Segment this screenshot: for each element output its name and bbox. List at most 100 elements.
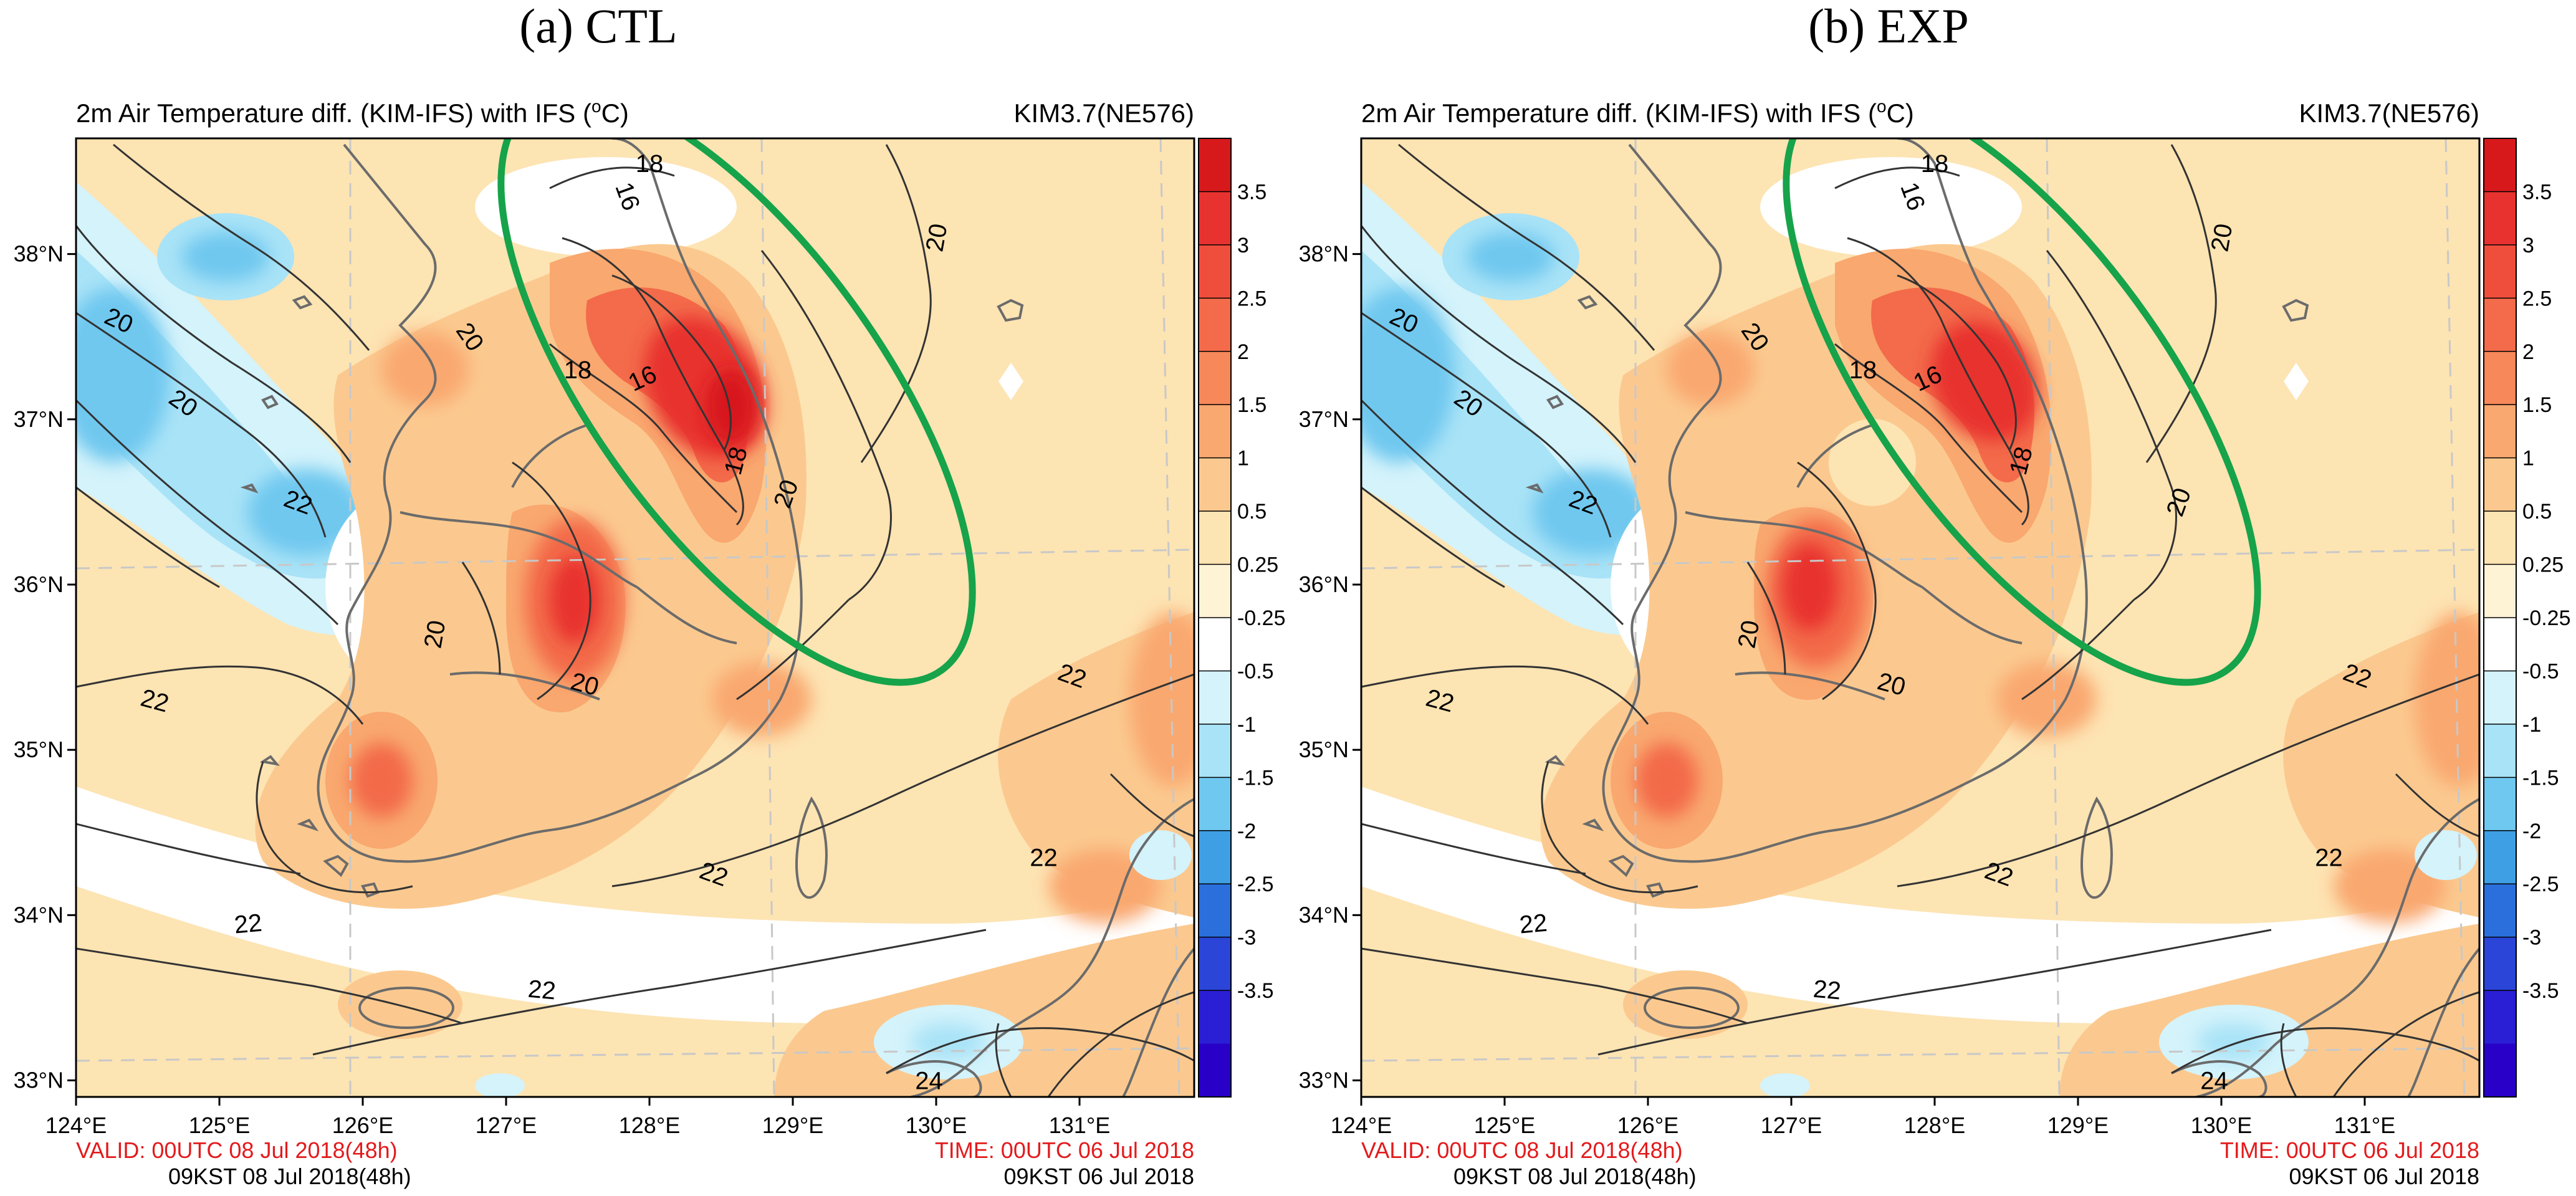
colorbar-label: -3.5	[1237, 979, 1274, 1003]
lon-tick-label: 124°E	[45, 1112, 107, 1138]
colorbar-segment	[1199, 724, 1231, 778]
contour-label: 20	[921, 222, 952, 254]
lat-tick-label: 36°N	[1299, 572, 1349, 597]
colorbar-segment	[2484, 511, 2516, 565]
lat-tick-label: 37°N	[1299, 406, 1349, 432]
lat-tick-label: 37°N	[14, 406, 64, 432]
lon-tick-label: 129°E	[762, 1112, 823, 1138]
contour-label-text: 20	[2206, 222, 2238, 254]
colorbar-segment	[1199, 618, 1231, 671]
colorbar-label: 2.5	[2522, 287, 2552, 310]
colorbar-label: 3.5	[2522, 180, 2552, 204]
contour-label-text: 20	[1733, 618, 1764, 650]
colorbar-segment	[2484, 1043, 2516, 1098]
colorbar-label: -2	[2522, 820, 2541, 843]
contour-label-text: 22	[1518, 909, 1548, 939]
colorbar-segment	[1199, 777, 1231, 831]
colorbar-segment	[2484, 777, 2516, 831]
panel-b-map-frame	[1360, 137, 2481, 1098]
panel-b-valid-kst: 09KST 08 Jul 2018(48h)	[1453, 1164, 1697, 1189]
colorbar-label: -3	[2522, 926, 2541, 950]
lon-tick-label: 130°E	[906, 1112, 967, 1138]
contour-label: 18	[564, 356, 592, 384]
contour-label: 24	[915, 1067, 943, 1094]
contour-label: 18	[636, 150, 664, 178]
lon-tick-label: 128°E	[619, 1112, 680, 1138]
colorbar-label: -0.5	[2522, 659, 2559, 683]
lon-tick-label: 127°E	[476, 1112, 537, 1138]
panel-b-init-kst: 09KST 06 Jul 2018	[2289, 1164, 2479, 1189]
colorbar-segment	[1199, 138, 1231, 192]
lon-tick-label: 128°E	[1904, 1112, 1965, 1138]
colorbar-segment	[2484, 244, 2516, 299]
colorbar-segment	[2484, 830, 2516, 884]
colorbar-label: 3	[1237, 234, 1249, 257]
contour-label: 18	[1921, 150, 1949, 178]
colorbar-label: -0.5	[1237, 659, 1274, 683]
panel-b-map-title: 2m Air Temperature diff. (KIM-IFS) with …	[1361, 97, 1914, 128]
lat-tick-label: 33°N	[14, 1067, 64, 1093]
colorbar-segment	[2484, 191, 2516, 246]
contour-label-text: 22	[1030, 844, 1058, 872]
contour-label: 22	[2315, 844, 2343, 872]
contour-label-text: 22	[527, 975, 557, 1005]
colorbar-segment	[2484, 937, 2516, 991]
colorbar-label: -1	[2522, 713, 2541, 737]
colorbar-segment	[2484, 457, 2516, 512]
panel-b-valid-time: VALID: 00UTC 08 Jul 2018(48h)	[1361, 1137, 1683, 1163]
colorbar-label: 0.25	[1237, 553, 1278, 577]
colorbar-segment	[1199, 884, 1231, 938]
colorbar-segment	[1199, 191, 1231, 246]
colorbar-label: -2.5	[2522, 873, 2559, 896]
panel-b-highlight-ellipse	[1783, 138, 2261, 686]
contour-label-text: 22	[2315, 844, 2343, 872]
contour-label: 22	[527, 975, 557, 1005]
lat-tick-label: 34°N	[1299, 902, 1349, 927]
lat-tick-label: 35°N	[1299, 737, 1349, 762]
colorbar-segment	[2484, 724, 2516, 778]
lon-tick-label: 129°E	[2047, 1112, 2109, 1138]
colorbar-segment	[2484, 138, 2516, 192]
colorbar-segment	[2484, 298, 2516, 352]
colorbar-label: 0.5	[1237, 500, 1266, 524]
colorbar-segment	[1199, 244, 1231, 299]
colorbar-segment	[2484, 351, 2516, 405]
lat-tick-label: 36°N	[14, 572, 64, 597]
contour-label-text: 24	[2200, 1067, 2228, 1094]
colorbar-segment	[1199, 671, 1231, 725]
colorbar-label: 2	[2522, 340, 2534, 364]
colorbar-label: -3	[1237, 926, 1256, 950]
colorbar-segment	[1199, 457, 1231, 512]
colorbar-segment	[2484, 564, 2516, 618]
colorbar-label: 1	[1237, 447, 1249, 471]
lon-tick-label: 124°E	[1331, 1112, 1392, 1138]
colorbar-segment	[1199, 830, 1231, 884]
contour-label-text: 22	[233, 909, 263, 939]
colorbar-segment	[1199, 937, 1231, 991]
colorbar-label: -1.5	[2522, 766, 2559, 790]
contour-label: 24	[2200, 1067, 2228, 1094]
colorbar-label: -0.25	[2522, 606, 2571, 630]
colorbar-label: 1	[2522, 447, 2534, 471]
contour-label: 20	[419, 618, 451, 650]
colorbar-label: -0.25	[1237, 606, 1286, 630]
panel-a-init-kst: 09KST 06 Jul 2018	[1003, 1164, 1194, 1189]
contour-label-text: 18	[1849, 356, 1877, 384]
contour-label-text: 18	[564, 356, 592, 384]
contour-label-text: 20	[921, 222, 952, 254]
panel-a-valid-time: VALID: 00UTC 08 Jul 2018(48h)	[76, 1137, 398, 1163]
lat-tick-label: 38°N	[1299, 241, 1349, 267]
colorbar-segment	[2484, 990, 2516, 1045]
lon-tick-label: 126°E	[332, 1112, 393, 1138]
panel-b-heading: (b) EXP	[1808, 0, 1969, 53]
colorbar-label: 2	[1237, 340, 1249, 364]
colorbar-segment	[1199, 511, 1231, 565]
colorbar-label: -2	[1237, 820, 1256, 843]
colorbar-label: 3	[2522, 234, 2534, 257]
panel-a-map-frame	[75, 137, 1195, 1098]
panel-b-model-label: KIM3.7(NE576)	[2299, 98, 2479, 128]
contour-label: 20	[1733, 618, 1764, 650]
colorbar-segment	[2484, 404, 2516, 459]
panel-a-model-label: KIM3.7(NE576)	[1014, 98, 1194, 128]
